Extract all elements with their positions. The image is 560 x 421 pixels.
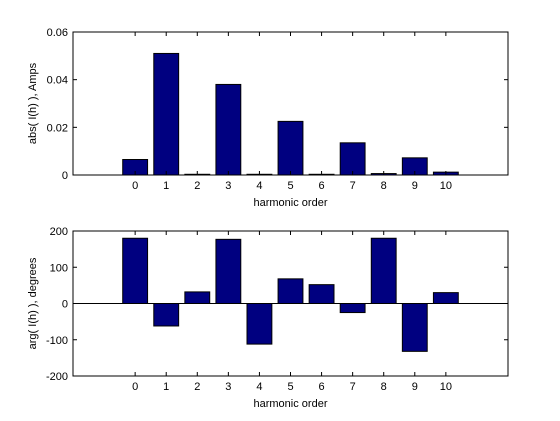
magnitude-x-ticks: 0 1 2 3 4 5 6 7 8 9 10: [132, 32, 452, 192]
phase-x-tick-label: 6: [319, 381, 325, 393]
phase-chart: 0 1 2 3 4 5 6 7 8 9 10 -200 -100 0 100 200 harmonic or…: [27, 226, 509, 410]
magnitude-x-tick-label: 1: [163, 180, 169, 192]
magnitude-y-tick-label: 0.02: [47, 122, 68, 134]
magnitude-bar-5: [277, 120, 304, 176]
phase-bar-10: [432, 292, 459, 304]
phase-x-tick-label: 3: [225, 381, 231, 393]
magnitude-y-ticks: 0 0.02 0.04 0.06: [47, 27, 508, 182]
phase-bar-5: [277, 278, 304, 305]
phase-x-ticks: 0 1 2 3 4 5 6 7 8 9 10: [132, 231, 452, 393]
magnitude-x-tick-label: 4: [256, 180, 262, 192]
phase-bar-6: [308, 284, 335, 304]
phase-bar-2: [184, 291, 211, 304]
phase-y-tick-label: -100: [46, 335, 68, 347]
magnitude-x-tick-label: 7: [350, 180, 356, 192]
magnitude-x-tick-label: 2: [194, 180, 200, 192]
phase-y-tick-label: 100: [50, 262, 68, 274]
phase-bars: [122, 237, 459, 352]
magnitude-x-tick-label: 3: [225, 180, 231, 192]
phase-x-tick-label: 9: [412, 381, 418, 393]
magnitude-y-tick-label: 0: [62, 170, 68, 182]
phase-bar-7: [339, 303, 366, 314]
phase-x-tick-label: 4: [256, 381, 262, 393]
phase-x-tick-label: 2: [194, 381, 200, 393]
magnitude-bars: [122, 52, 459, 176]
phase-y-ticks: -200 -100 0 100 200: [46, 226, 508, 383]
magnitude-x-tick-label: 8: [381, 180, 387, 192]
phase-bar-9: [401, 303, 428, 352]
phase-x-tick-label: 1: [163, 381, 169, 393]
magnitude-bar-1: [153, 52, 180, 176]
phase-y-tick-label: 0: [62, 299, 68, 311]
phase-bar-0: [122, 237, 149, 304]
phase-y-axis-label: arg( I(h) ), degrees: [27, 257, 39, 349]
magnitude-x-tick-label: 10: [440, 180, 452, 192]
magnitude-x-axis-label: harmonic order: [254, 197, 328, 209]
magnitude-x-tick-label: 6: [319, 180, 325, 192]
magnitude-y-tick-label: 0.04: [47, 75, 68, 87]
magnitude-y-axis-label: abs( I(h) ), Amps: [27, 62, 39, 144]
magnitude-y-tick-label: 0.06: [47, 27, 68, 39]
magnitude-x-tick-label: 9: [412, 180, 418, 192]
magnitude-bar-7: [339, 142, 366, 176]
magnitude-x-tick-label: 0: [132, 180, 138, 192]
phase-x-axis-label: harmonic order: [254, 398, 328, 410]
phase-bar-8: [370, 237, 397, 304]
phase-y-tick-label: -200: [46, 371, 68, 383]
phase-x-tick-label: 10: [440, 381, 452, 393]
phase-x-tick-label: 7: [350, 381, 356, 393]
phase-bar-4: [246, 303, 273, 345]
phase-bar-1: [153, 303, 180, 327]
magnitude-chart: 0 1 2 3 4 5 6 7 8 9 10 0 0.02 0.04 0.06 harmonic orde…: [27, 27, 509, 209]
phase-x-tick-label: 8: [381, 381, 387, 393]
magnitude-bar-3: [215, 83, 242, 176]
phase-y-tick-label: 200: [50, 226, 68, 238]
phase-bar-3: [215, 238, 242, 304]
phase-x-tick-label: 5: [287, 381, 293, 393]
phase-x-tick-label: 0: [132, 381, 138, 393]
magnitude-x-tick-label: 5: [287, 180, 293, 192]
